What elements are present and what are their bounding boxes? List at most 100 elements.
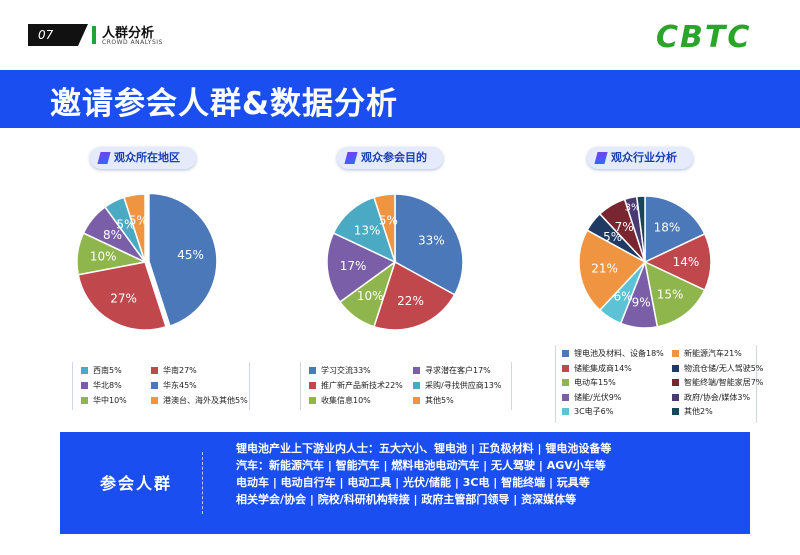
legend-swatch	[562, 408, 569, 415]
legend-swatch	[672, 408, 679, 415]
section-subtitle: CROWD ANALYSIS	[102, 39, 163, 46]
divider	[202, 452, 203, 514]
audience-line: 电动车 | 电动自行车 | 电动工具 | 光伏/储能 | 3C电 | 智能终端 …	[236, 476, 590, 489]
legend-item: 储能集成商14%	[562, 364, 632, 374]
title-banner: 邀请参会人群&数据分析	[0, 70, 800, 128]
audience-line: 汽车：新能源汽车 | 智能汽车 | 燃料电池电动汽车 | 无人驾驶 | AGV小…	[236, 459, 606, 472]
slice-label: 33%	[418, 234, 445, 248]
slice-label: 8%	[103, 228, 122, 242]
slice-label: 21%	[591, 261, 618, 275]
pie-slice	[326, 232, 397, 304]
section-title: 人群分析	[102, 26, 155, 41]
legend-label: 物流仓储/无人驾驶5%	[684, 363, 764, 373]
pie-slice	[644, 195, 706, 264]
legend-swatch	[413, 397, 420, 404]
slice-label: 10%	[357, 289, 384, 303]
legend-swatch	[151, 397, 158, 404]
legend-item: 推广新产品新技术22%	[309, 381, 403, 391]
pie-slice	[332, 196, 397, 264]
slash-icon	[97, 152, 111, 164]
legend-swatch	[309, 382, 316, 389]
legend-item: 物流仓储/无人驾驶5%	[672, 364, 763, 374]
slice-label: 27%	[110, 291, 137, 305]
legend-region: 西南5% 华南27% 华北8% 华东45% 华中10% 港澳台、海外及其他5%	[72, 362, 250, 410]
slice-label: 13%	[354, 223, 381, 237]
legend-swatch	[81, 367, 88, 374]
legend-swatch	[562, 393, 569, 401]
pie-chart-purpose: 33% 22% 10% 17% 13%5%	[326, 193, 464, 331]
legend-label: 储能/光伏9%	[574, 392, 622, 402]
legend-label: 采购/寻找供应商13%	[425, 381, 502, 390]
legend-industry: 锂电池及材料、设备18% 新能源汽车21% 储能集成商14% 物流仓储/无人驾驶5% 电…	[555, 345, 763, 423]
legend-item: 电动车15%	[562, 378, 616, 388]
slice-label: 45%	[177, 248, 204, 262]
pie-slice	[77, 261, 167, 331]
legend-swatch	[151, 367, 158, 374]
legend-swatch	[562, 379, 569, 386]
chart-title-industry-text: 观众行业分析	[611, 151, 677, 164]
pie-chart-region: 45%27%10%8%5%5%	[76, 192, 218, 331]
pie-slice	[373, 260, 456, 331]
legend-item: 华中10%	[81, 396, 127, 406]
legend-label: 华中10%	[93, 396, 127, 405]
audience-line: 锂电池产业上下游业内人士：五大六小、锂电池 | 正负极材料 | 锂电池设备等	[236, 442, 612, 455]
legend-swatch	[562, 350, 569, 357]
legend-label: 推广新产品新技术22%	[321, 381, 403, 390]
legend-label: 华北8%	[93, 381, 122, 390]
legend-label: 3C电子6%	[574, 407, 614, 416]
legend-swatch	[672, 350, 679, 357]
audience-lines: 锂电池产业上下游业内人士：五大六小、锂电池 | 正负极材料 | 锂电池设备等 汽…	[236, 440, 611, 508]
slice-label: 10%	[90, 250, 117, 264]
legend-item: 采购/寻找供应商13%	[413, 381, 501, 391]
legend-swatch	[81, 382, 88, 389]
audience-panel: 参会人群 锂电池产业上下游业内人士：五大六小、锂电池 | 正负极材料 | 锂电池…	[60, 432, 750, 534]
slice-label: 9%	[632, 296, 651, 310]
legend-purpose: 学习交流33% 寻求潜在客户17% 推广新产品新技术22% 采购/寻找供应商13% 收集…	[300, 362, 512, 410]
legend-swatch	[413, 367, 420, 374]
legend-item: 锂电池及材料、设备18%	[562, 349, 664, 359]
legend-label: 华南27%	[163, 366, 197, 375]
legend-item: 新能源汽车21%	[672, 349, 742, 359]
legend-swatch	[151, 382, 158, 389]
legend-item: 收集信息10%	[309, 396, 371, 406]
page-number: 07	[28, 24, 88, 46]
legend-label: 西南5%	[93, 366, 122, 375]
page-title: 邀请参会人群&数据分析	[50, 86, 399, 122]
slice-label: 3%	[625, 203, 641, 214]
audience-label: 参会人群	[100, 474, 173, 493]
slice-label: 17%	[340, 259, 367, 273]
legend-label: 学习交流33%	[321, 366, 371, 375]
slice-label: 7%	[615, 220, 634, 234]
chart-title-industry: 观众行业分析	[587, 147, 693, 169]
accent-bar	[92, 26, 96, 44]
legend-label: 其他2%	[684, 407, 713, 416]
chart-title-purpose: 观众参会目的	[337, 147, 443, 169]
legend-label: 锂电池及材料、设备18%	[574, 349, 664, 358]
slice-label: 5%	[129, 213, 148, 227]
chart-title-region-text: 观众所在地区	[114, 151, 180, 164]
legend-label: 寻求潜在客户17%	[425, 366, 491, 375]
legend-label: 电动车15%	[574, 378, 616, 387]
pie-slice	[643, 232, 712, 292]
legend-item: 其他5%	[413, 396, 454, 406]
legend-item: 学习交流33%	[309, 366, 371, 376]
slice-label: 5%	[379, 213, 398, 227]
legend-item: 华东45%	[151, 381, 197, 391]
legend-swatch	[81, 397, 88, 404]
legend-swatch	[562, 364, 569, 372]
legend-item: 西南5%	[81, 366, 122, 376]
chart-title-purpose-text: 观众参会目的	[361, 151, 427, 164]
pie-slice	[148, 192, 218, 327]
slash-icon	[594, 152, 608, 164]
legend-label: 政府/协会/媒体3%	[684, 392, 751, 402]
chart-title-region: 观众所在地区	[90, 147, 196, 169]
slice-label: 5%	[116, 217, 135, 231]
slice-label: 22%	[397, 294, 424, 308]
slice-label: 14%	[673, 255, 700, 269]
legend-label: 储能集成商14%	[574, 363, 632, 373]
pie-slice	[635, 195, 646, 263]
legend-item: 寻求潜在客户17%	[413, 366, 491, 376]
pie-chart-industry: 18%14%15%9%6%21%5%7%3%	[578, 195, 712, 329]
cbtc-logo: CBTC	[656, 20, 752, 55]
pie-slice	[643, 260, 706, 328]
